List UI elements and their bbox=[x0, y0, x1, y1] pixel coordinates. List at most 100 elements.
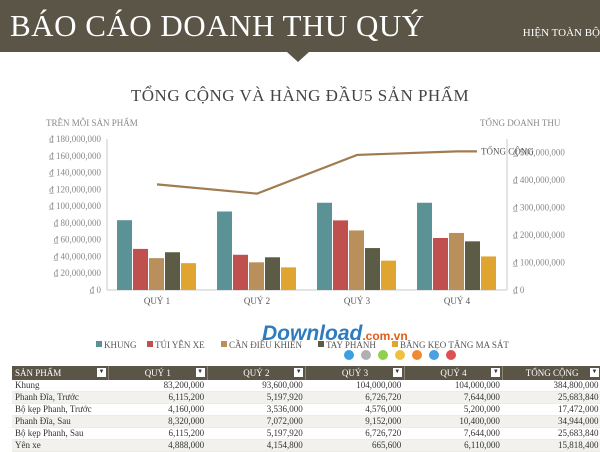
value-cell: 7,644,000 bbox=[404, 427, 503, 440]
legend-label-4: TAY PHANH bbox=[326, 340, 376, 350]
table-row: Bộ kẹp Phanh, Sau 6,115,200 5,197,920 6,726… bbox=[12, 427, 600, 440]
bar-1 bbox=[217, 211, 232, 290]
bar-1 bbox=[117, 220, 132, 290]
watermark-dot bbox=[361, 350, 371, 360]
category-label: QUÝ 1 bbox=[144, 296, 170, 306]
column-header-label: QUÝ 4 bbox=[440, 368, 467, 378]
legend-label-1: KHUNG bbox=[104, 340, 137, 350]
value-cell: 6,115,200 bbox=[108, 427, 208, 440]
category-label: QUÝ 4 bbox=[444, 296, 471, 306]
right-tick-label: ₫ 0 bbox=[512, 285, 525, 295]
table-header-row: SẢN PHẨM ▼ QUÝ 1 ▼ QUÝ 2 ▼ QUÝ 3 ▼ QUÝ 4 ▼ TỔNG CỘ… bbox=[12, 366, 600, 380]
value-cell: 4,160,000 bbox=[108, 403, 208, 416]
value-cell: 384,800,000 bbox=[502, 380, 600, 392]
product-cell: Phanh Đĩa, Sau bbox=[12, 415, 109, 428]
value-cell: 93,600,000 bbox=[207, 380, 306, 392]
bar-2 bbox=[133, 248, 148, 290]
right-tick-label: ₫ 300,000,000 bbox=[512, 203, 565, 213]
watermark-dot bbox=[344, 350, 354, 360]
left-tick-label: ₫ 80,000,000 bbox=[53, 218, 102, 228]
table-row: Phanh Đĩa, Trước 6,115,200 5,197,920 6,726,… bbox=[12, 391, 600, 404]
column-header[interactable]: QUÝ 1 ▼ bbox=[108, 366, 208, 380]
left-tick-label: ₫ 140,000,000 bbox=[48, 168, 101, 178]
bar-2 bbox=[233, 254, 248, 290]
legend-label-3: CẦN ĐIỀU KHIỂN bbox=[229, 340, 302, 350]
column-header[interactable]: QUÝ 2 ▼ bbox=[207, 366, 307, 380]
value-cell: 104,000,000 bbox=[404, 380, 503, 392]
right-axis-title: TỔNG DOANH THU bbox=[480, 118, 561, 128]
value-cell: 83,200,000 bbox=[108, 380, 208, 392]
value-cell: 5,197,920 bbox=[207, 391, 306, 404]
value-cell: 6,726,720 bbox=[305, 427, 405, 440]
column-header-label: QUÝ 3 bbox=[341, 368, 369, 378]
bar-4 bbox=[265, 257, 280, 290]
right-tick-label: ₫ 500,000,000 bbox=[512, 148, 565, 158]
product-cell: Bộ kẹp Phanh, Sau bbox=[12, 427, 109, 440]
bar-5 bbox=[481, 256, 496, 290]
legend-swatch-3 bbox=[221, 341, 227, 347]
column-header[interactable]: SẢN PHẨM ▼ bbox=[12, 366, 110, 380]
value-cell: 9,152,000 bbox=[305, 415, 405, 428]
value-cell: 7,644,000 bbox=[404, 391, 503, 404]
right-tick-label: ₫ 200,000,000 bbox=[512, 230, 565, 240]
column-header[interactable]: TỔNG CỘNG ▼ bbox=[502, 366, 600, 380]
bar-4 bbox=[365, 248, 380, 290]
filter-dropdown-icon[interactable]: ▼ bbox=[195, 368, 205, 377]
total-line bbox=[156, 150, 458, 195]
bar-1 bbox=[417, 202, 432, 290]
column-header[interactable]: QUÝ 4 ▼ bbox=[404, 366, 504, 380]
product-cell: Bộ kẹp Phanh, Trước bbox=[12, 403, 109, 416]
column-header-label: QUÝ 2 bbox=[243, 368, 270, 378]
watermark: Download.com.vn bbox=[262, 322, 408, 345]
legend-label-2: TÚI YÊN XE bbox=[155, 340, 205, 350]
legend-swatch-1 bbox=[96, 341, 102, 347]
legend-swatch-2 bbox=[147, 341, 153, 347]
report-header: BÁO CÁO DOANH THU QUÝ HIỆN TOÀN BỘ bbox=[0, 0, 600, 52]
category-label: QUÝ 3 bbox=[344, 296, 371, 306]
legend-swatch-4 bbox=[318, 341, 324, 347]
value-cell: 25,683,840 bbox=[502, 391, 600, 404]
left-tick-label: ₫ 20,000,000 bbox=[53, 268, 102, 278]
table-row: Phanh Đĩa, Sau 8,320,000 7,072,000 9,152,00… bbox=[12, 415, 600, 428]
table-row: Khung 83,200,000 93,600,000 104,000,000 104,… bbox=[12, 380, 600, 392]
bar-5 bbox=[181, 263, 196, 290]
value-cell: 10,400,000 bbox=[404, 415, 503, 428]
left-tick-label: ₫ 0 bbox=[89, 285, 102, 295]
value-cell: 7,072,000 bbox=[207, 415, 306, 428]
bar-3 bbox=[149, 258, 164, 290]
quarterly-sales-chart: ₫ 0 ₫ 20,000,000 ₫ 40,000,000 ₫ 60,000,000 ₫… bbox=[48, 134, 565, 350]
value-cell: 104,000,000 bbox=[305, 380, 405, 392]
bar-3 bbox=[349, 230, 364, 290]
left-tick-label: ₫ 40,000,000 bbox=[53, 251, 102, 261]
column-header[interactable]: QUÝ 3 ▼ bbox=[305, 366, 405, 380]
filter-dropdown-icon[interactable]: ▼ bbox=[294, 368, 304, 377]
bar-1 bbox=[317, 202, 332, 290]
total-line-label: TỔNG CỘNG bbox=[481, 146, 534, 156]
watermark-dot bbox=[395, 350, 405, 360]
bar-2 bbox=[333, 220, 348, 290]
legend-label-5: BĂNG KẸO TĂNG MA SÁT bbox=[400, 340, 509, 350]
watermark-dots bbox=[344, 347, 463, 365]
filter-dropdown-icon[interactable]: ▼ bbox=[491, 368, 501, 377]
bar-2 bbox=[433, 237, 448, 290]
value-cell: 25,683,840 bbox=[502, 427, 600, 440]
value-cell: 5,200,000 bbox=[404, 403, 503, 416]
bar-3 bbox=[249, 262, 264, 290]
column-header-label: TỔNG CỘNG bbox=[525, 368, 579, 378]
right-tick-label: ₫ 100,000,000 bbox=[512, 258, 565, 268]
filter-dropdown-icon[interactable]: ▼ bbox=[97, 368, 107, 377]
value-cell: 6,726,720 bbox=[305, 391, 405, 404]
right-tick-label: ₫ 400,000,000 bbox=[512, 175, 565, 185]
left-axis-title: TRÊN MỖI SẢN PHẨM bbox=[46, 118, 138, 128]
left-tick-label: ₫ 160,000,000 bbox=[48, 151, 101, 161]
bar-4 bbox=[465, 241, 480, 290]
value-cell: 15,818,400 bbox=[502, 439, 600, 452]
legend-swatch-5 bbox=[392, 341, 398, 347]
product-cell: Phanh Đĩa, Trước bbox=[12, 391, 109, 404]
filter-dropdown-icon[interactable]: ▼ bbox=[590, 368, 599, 377]
filter-dropdown-icon[interactable]: ▼ bbox=[392, 368, 402, 377]
show-all-link[interactable]: HIỆN TOÀN BỘ bbox=[522, 27, 600, 39]
header-notch bbox=[287, 52, 309, 62]
value-cell: 8,320,000 bbox=[108, 415, 208, 428]
left-tick-label: ₫ 180,000,000 bbox=[48, 134, 101, 144]
